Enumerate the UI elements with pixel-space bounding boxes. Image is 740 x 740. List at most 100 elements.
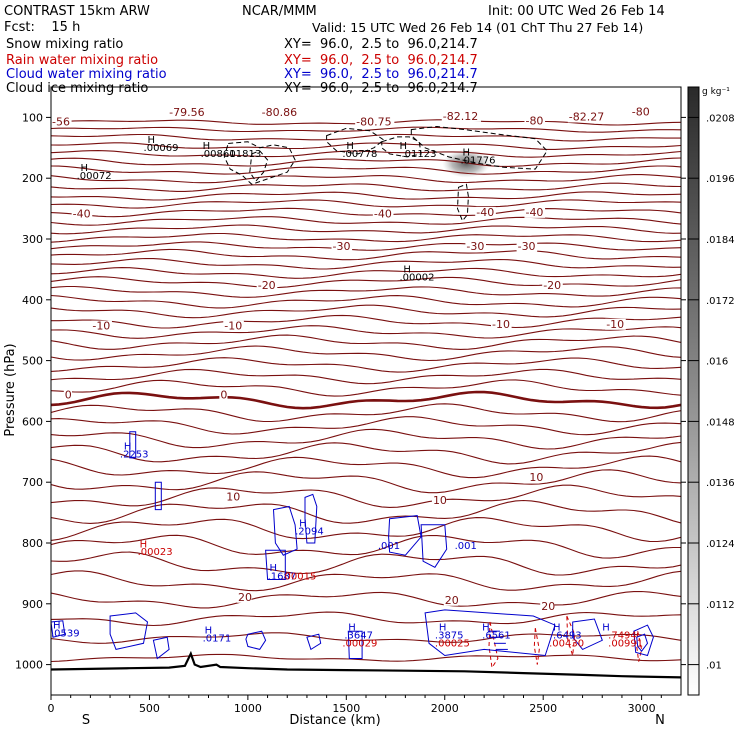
temperature-label: -80.75 bbox=[356, 115, 391, 128]
temperature-label-bg bbox=[524, 206, 546, 218]
temperature-label: -40 bbox=[374, 208, 392, 221]
temperature-contour bbox=[51, 517, 681, 543]
cloud-water-contour bbox=[109, 612, 149, 650]
temperature-label: 10 bbox=[529, 471, 543, 484]
temperature-contour bbox=[51, 632, 681, 644]
temperature-label-bg bbox=[630, 106, 652, 118]
cloud-water-contour bbox=[424, 609, 556, 657]
extremum-label: .001 bbox=[378, 541, 400, 552]
valid-time: Valid: 15 UTC Wed 26 Feb 14 (01 ChT Thu … bbox=[312, 20, 644, 35]
extremum-label: H bbox=[553, 623, 561, 634]
temperature-label-bg bbox=[91, 320, 112, 332]
temperature-label-bg bbox=[372, 208, 394, 220]
cloud-water-contour bbox=[633, 624, 654, 657]
legend-rain-xy: XY= 96.0, 2.5 to 96.0,214.7 bbox=[284, 53, 478, 68]
cloud-water-contour bbox=[420, 524, 448, 568]
axes: 0 500 1000 1500 2000 2500 30001002003004005006… bbox=[15, 111, 686, 715]
extremum-label: H bbox=[439, 623, 447, 634]
temperature-contour bbox=[51, 174, 681, 184]
x-tick-label: 1000 bbox=[234, 702, 262, 715]
temperature-label: -80 bbox=[632, 106, 650, 119]
rain-contour bbox=[533, 628, 540, 665]
temperature-contour bbox=[51, 248, 681, 261]
temperature-label: -40 bbox=[476, 206, 494, 219]
temperature-label: 0 bbox=[65, 388, 72, 401]
extremum-label: .2253 bbox=[120, 449, 149, 460]
temperature-label-bg bbox=[567, 111, 607, 123]
extremum-label: .2094 bbox=[295, 526, 324, 537]
extremum-label: H bbox=[53, 621, 61, 632]
temperature-label-bg bbox=[431, 495, 447, 507]
legend-snow-label: Snow mixing ratio bbox=[6, 37, 124, 52]
extremum-label: .00025 bbox=[435, 638, 470, 649]
temperature-contour bbox=[51, 379, 681, 397]
colorbar-tick-label: .0124 bbox=[706, 539, 735, 550]
cloud-ice-contour bbox=[410, 125, 548, 170]
cloud-ice-contour bbox=[381, 136, 422, 158]
extremum-label: .00778 bbox=[342, 149, 377, 160]
y-tick-label: 1000 bbox=[15, 659, 43, 672]
temperature-contour bbox=[51, 469, 681, 494]
temperature-label-bg bbox=[355, 116, 395, 128]
temperature-label: -40 bbox=[73, 208, 91, 221]
temperature-contour bbox=[51, 499, 681, 524]
temperature-contour bbox=[51, 416, 681, 436]
temperature-label: -20 bbox=[543, 279, 561, 292]
extremum-label: H bbox=[147, 135, 155, 146]
temperature-label: 20 bbox=[445, 594, 459, 607]
extremum-label: .00072 bbox=[77, 171, 112, 182]
cloud-ice-contour bbox=[456, 183, 469, 222]
cloud-water-contour bbox=[304, 493, 318, 544]
forecast-hour: Fcst: 15 h bbox=[4, 20, 81, 35]
temperature-contour bbox=[51, 133, 681, 142]
temperature-label: -10 bbox=[492, 318, 510, 331]
colorbar-tick-label: .0184 bbox=[706, 235, 735, 246]
extremum-label: H bbox=[399, 141, 407, 152]
temperature-contour bbox=[51, 257, 681, 270]
y-tick-label: 400 bbox=[22, 294, 43, 307]
x-tick-label: 3000 bbox=[628, 702, 656, 715]
temperature-contour bbox=[51, 368, 681, 385]
temperature-contour bbox=[51, 455, 681, 479]
colorbar-tick-label: .0172 bbox=[706, 296, 735, 307]
temperature-label: -79.56 bbox=[169, 106, 204, 119]
temperature-contour bbox=[51, 285, 681, 298]
cloud-water-contour bbox=[152, 636, 170, 660]
temperature-contour bbox=[51, 403, 681, 423]
temperature-label-bg bbox=[605, 318, 626, 330]
temperature-label-bg bbox=[225, 491, 240, 503]
x-tick-label: 2000 bbox=[431, 702, 459, 715]
y-tick-label: 300 bbox=[22, 233, 43, 246]
extremum-label: .00002 bbox=[399, 272, 434, 283]
cloud-water-contour bbox=[51, 620, 66, 638]
temperature-contour bbox=[51, 216, 681, 226]
y-tick-label: 700 bbox=[22, 476, 43, 489]
extremum-label: H bbox=[203, 141, 211, 152]
temperature-label: 10 bbox=[226, 490, 240, 503]
rain-contour bbox=[488, 621, 499, 669]
extremum-label: H bbox=[346, 141, 354, 152]
temperature-contour bbox=[51, 241, 681, 251]
temperature-label: -40 bbox=[525, 206, 543, 219]
cloud-ice-contour bbox=[223, 141, 296, 185]
temperature-contour bbox=[51, 276, 681, 289]
temperature-contour bbox=[51, 165, 681, 175]
plot-area: -79.56 -80.86 -80.75 -82.12 -80 -82.27 -80 -40 -… bbox=[51, 106, 681, 679]
x-end-label-north: N bbox=[655, 713, 665, 728]
extremum-label: .001 bbox=[455, 541, 477, 552]
x-tick-label: 2500 bbox=[529, 702, 557, 715]
y-axis-label: Pressure (hPa) bbox=[3, 343, 18, 436]
colorbar-tick-label: .0148 bbox=[706, 417, 735, 428]
cloud-water-contour bbox=[306, 633, 322, 651]
extremum-label: H bbox=[482, 623, 490, 634]
x-end-label-south: S bbox=[82, 713, 90, 728]
temperature-contour bbox=[51, 653, 681, 663]
shaded-maximum bbox=[442, 149, 491, 178]
temperature-label-bg bbox=[223, 320, 244, 332]
temperature-contour bbox=[51, 224, 681, 235]
legend-cloud-water-xy: XY= 96.0, 2.5 to 96.0,214.7 bbox=[284, 67, 478, 82]
colorbar-unit: g kg⁻¹ bbox=[702, 87, 730, 97]
temperature-label-bg bbox=[524, 115, 546, 127]
temperature-label: -10 bbox=[92, 320, 110, 333]
